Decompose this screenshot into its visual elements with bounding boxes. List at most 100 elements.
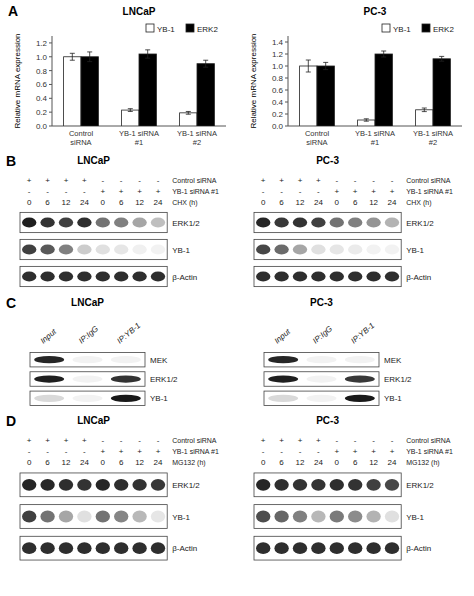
band-label: ERK1/2 [172,219,200,228]
error-bar [381,51,386,57]
error-cap [203,67,208,68]
x-tick-label-line: #2 [193,138,201,147]
x-tick-label-line: #2 [429,138,437,147]
band [77,244,91,254]
blot-frame [20,266,167,286]
row-value: - [262,187,265,196]
error-line [188,111,189,114]
band [348,244,362,254]
marks [300,51,451,126]
error-cap [203,60,208,61]
marks [64,50,215,126]
row-value: 0 [261,458,266,467]
legend-label: YB-1 [393,25,411,34]
panel-label: A [8,3,18,19]
blot: PC-3Control siRNA++++----YB-1 siRNA #1--… [254,415,453,560]
chart-title: PC-3 [364,6,387,17]
blot-title: PC-3 [316,415,339,426]
row-value: - [101,436,104,445]
band-label: ERK1/2 [150,375,178,384]
band [96,271,110,281]
y-tick-label: 0.6 [36,80,48,89]
band-label: YB-1 [384,394,402,403]
x-tick-label-line: YB-1 siRNA [177,129,217,138]
band [22,542,36,554]
error-cap [422,108,427,109]
error-cap [145,58,150,59]
row-value: + [316,176,321,185]
band [330,542,344,554]
band [96,511,110,523]
row-value: 12 [62,458,71,467]
band [151,244,165,254]
band [366,244,380,254]
band [73,356,103,363]
blot-frame [254,212,401,232]
error-bar [128,109,133,112]
row-label: Control siRNA [172,437,217,444]
row-value: - [28,447,31,456]
x-tick-label: YB-1 siRNA#1 [355,129,395,147]
row-value: 12 [135,458,144,467]
band-label: YB-1 [406,513,424,522]
band [22,217,36,227]
row-value: - [83,447,86,456]
band [274,244,288,254]
band [114,244,128,254]
row-value: - [335,176,338,185]
lane-label: IP:YB-1 [115,321,142,346]
band [34,356,64,363]
row-value: 0 [261,198,266,207]
row-value: - [299,447,302,456]
band [151,217,165,227]
band-label: YB-1 [150,394,168,403]
band [348,217,362,227]
error-cap [128,111,133,112]
lane-label: IP:IgG [311,324,334,345]
row-value: 24 [314,198,323,207]
row-value: + [279,436,284,445]
row-value: 12 [62,198,71,207]
x-tick-label-line: YB-1 siRNA [355,129,395,138]
error-line [147,50,148,58]
row-value: 0 [101,458,106,467]
bar [64,57,81,126]
band-label: MEK [150,356,168,365]
band [77,511,91,523]
row-value: + [64,176,69,185]
blot-title: LNCaP [77,155,110,166]
band [73,395,103,402]
error-cap [364,118,369,119]
band [348,479,362,491]
blot-frame [20,505,167,529]
band [34,395,64,402]
y-tick-label: 1.2 [272,50,284,59]
band [293,271,307,281]
row-value: 6 [279,458,284,467]
band [311,511,325,523]
row-value: 6 [279,198,284,207]
band-label: β-Actin [172,273,197,282]
band [151,511,165,523]
band [256,511,270,523]
bar [300,66,317,126]
y-axis-label: Relative mRNA expression [249,33,258,128]
row-value: - [28,187,31,196]
band-label: ERK1/2 [172,481,200,490]
blot-frame [254,505,401,529]
error-cap [323,62,328,63]
band [366,217,380,227]
error-line [205,60,206,67]
legend-swatch [422,24,430,32]
row-value: + [334,187,339,196]
y-tick-label: 0.2 [36,108,48,117]
row-label: YB-1 siRNA #1 [406,448,453,455]
band [345,375,375,382]
error-cap [422,111,427,112]
row-value: - [157,436,160,445]
error-line [130,109,131,112]
band [114,217,128,227]
blot-frame [264,352,379,367]
legend-label: ERK2 [197,25,218,34]
panel-label: C [6,295,16,311]
